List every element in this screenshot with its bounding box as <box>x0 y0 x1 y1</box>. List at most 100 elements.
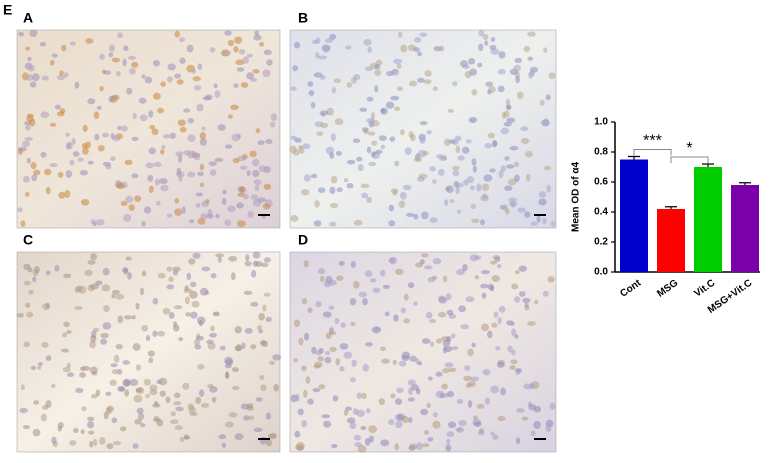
cell <box>91 330 97 339</box>
cell <box>178 174 183 182</box>
cell <box>117 32 124 39</box>
cell <box>105 163 112 170</box>
cell <box>497 264 502 269</box>
cell <box>258 312 265 321</box>
cell <box>368 425 378 433</box>
cell <box>311 346 317 355</box>
cell <box>300 189 310 196</box>
cell <box>167 63 176 71</box>
bar <box>694 167 722 272</box>
cell <box>29 29 38 38</box>
cell <box>303 260 309 268</box>
error-bar <box>739 182 751 185</box>
cell <box>550 220 556 227</box>
cell <box>500 127 510 135</box>
cell <box>82 124 88 132</box>
cell <box>110 363 118 368</box>
cell <box>210 272 217 279</box>
cell <box>469 118 475 123</box>
cell <box>324 356 332 364</box>
cell <box>404 147 412 156</box>
cell <box>397 413 405 421</box>
cell <box>252 69 260 74</box>
cell <box>452 81 458 87</box>
cell <box>426 130 432 135</box>
cell <box>116 182 125 190</box>
cell <box>530 430 536 436</box>
cell <box>73 427 79 434</box>
cell <box>228 255 238 262</box>
cell <box>245 254 250 262</box>
cell <box>253 427 263 432</box>
cell <box>110 156 116 162</box>
cell <box>357 163 364 172</box>
cell <box>109 44 115 52</box>
cell <box>432 179 437 184</box>
cell <box>394 160 400 167</box>
cell <box>269 121 276 128</box>
cell <box>172 324 180 332</box>
cell <box>166 266 173 272</box>
cell <box>122 379 131 387</box>
cell <box>298 337 304 346</box>
cell <box>465 296 475 303</box>
cell <box>489 168 496 173</box>
cell <box>30 162 37 170</box>
cell <box>61 348 70 353</box>
cell <box>236 67 245 72</box>
cell <box>236 202 244 209</box>
cell <box>121 125 128 132</box>
cell <box>394 268 404 276</box>
cell <box>323 420 332 428</box>
cell <box>307 307 313 314</box>
cell <box>374 326 382 332</box>
cell <box>426 402 431 409</box>
cell <box>351 359 357 367</box>
cell <box>438 295 446 301</box>
cell <box>408 416 413 424</box>
cell <box>87 421 95 429</box>
cell <box>534 300 539 305</box>
cell <box>157 107 164 114</box>
cell <box>523 45 531 53</box>
cell <box>123 214 132 222</box>
cell <box>521 416 529 421</box>
cell <box>139 114 148 122</box>
cell <box>80 366 86 372</box>
cell <box>543 165 552 171</box>
cell <box>192 252 201 259</box>
cell <box>353 219 363 226</box>
cell <box>499 204 506 210</box>
cell <box>473 415 478 421</box>
cell <box>263 49 272 56</box>
cell <box>330 133 336 142</box>
cell <box>524 304 530 311</box>
cell <box>501 111 507 120</box>
cell <box>185 312 191 317</box>
cell <box>26 113 34 118</box>
cell <box>174 30 180 38</box>
cell <box>390 95 400 101</box>
cell <box>363 38 372 46</box>
cell <box>178 337 184 342</box>
cell <box>81 406 87 412</box>
cell <box>388 419 395 426</box>
cell <box>88 430 95 435</box>
cell <box>514 57 523 64</box>
significance-bracket <box>633 149 672 156</box>
cell <box>131 315 136 320</box>
cell <box>374 149 383 155</box>
cell <box>471 218 480 224</box>
cell <box>314 361 323 368</box>
cell <box>172 266 181 272</box>
cell <box>496 361 505 368</box>
cell <box>332 395 339 402</box>
cell <box>336 275 344 281</box>
cell <box>178 154 183 163</box>
cell <box>545 424 552 432</box>
cell <box>40 151 47 158</box>
cell <box>123 268 128 275</box>
significance-label: * <box>686 140 692 157</box>
cell <box>224 219 232 226</box>
cell <box>423 430 429 435</box>
